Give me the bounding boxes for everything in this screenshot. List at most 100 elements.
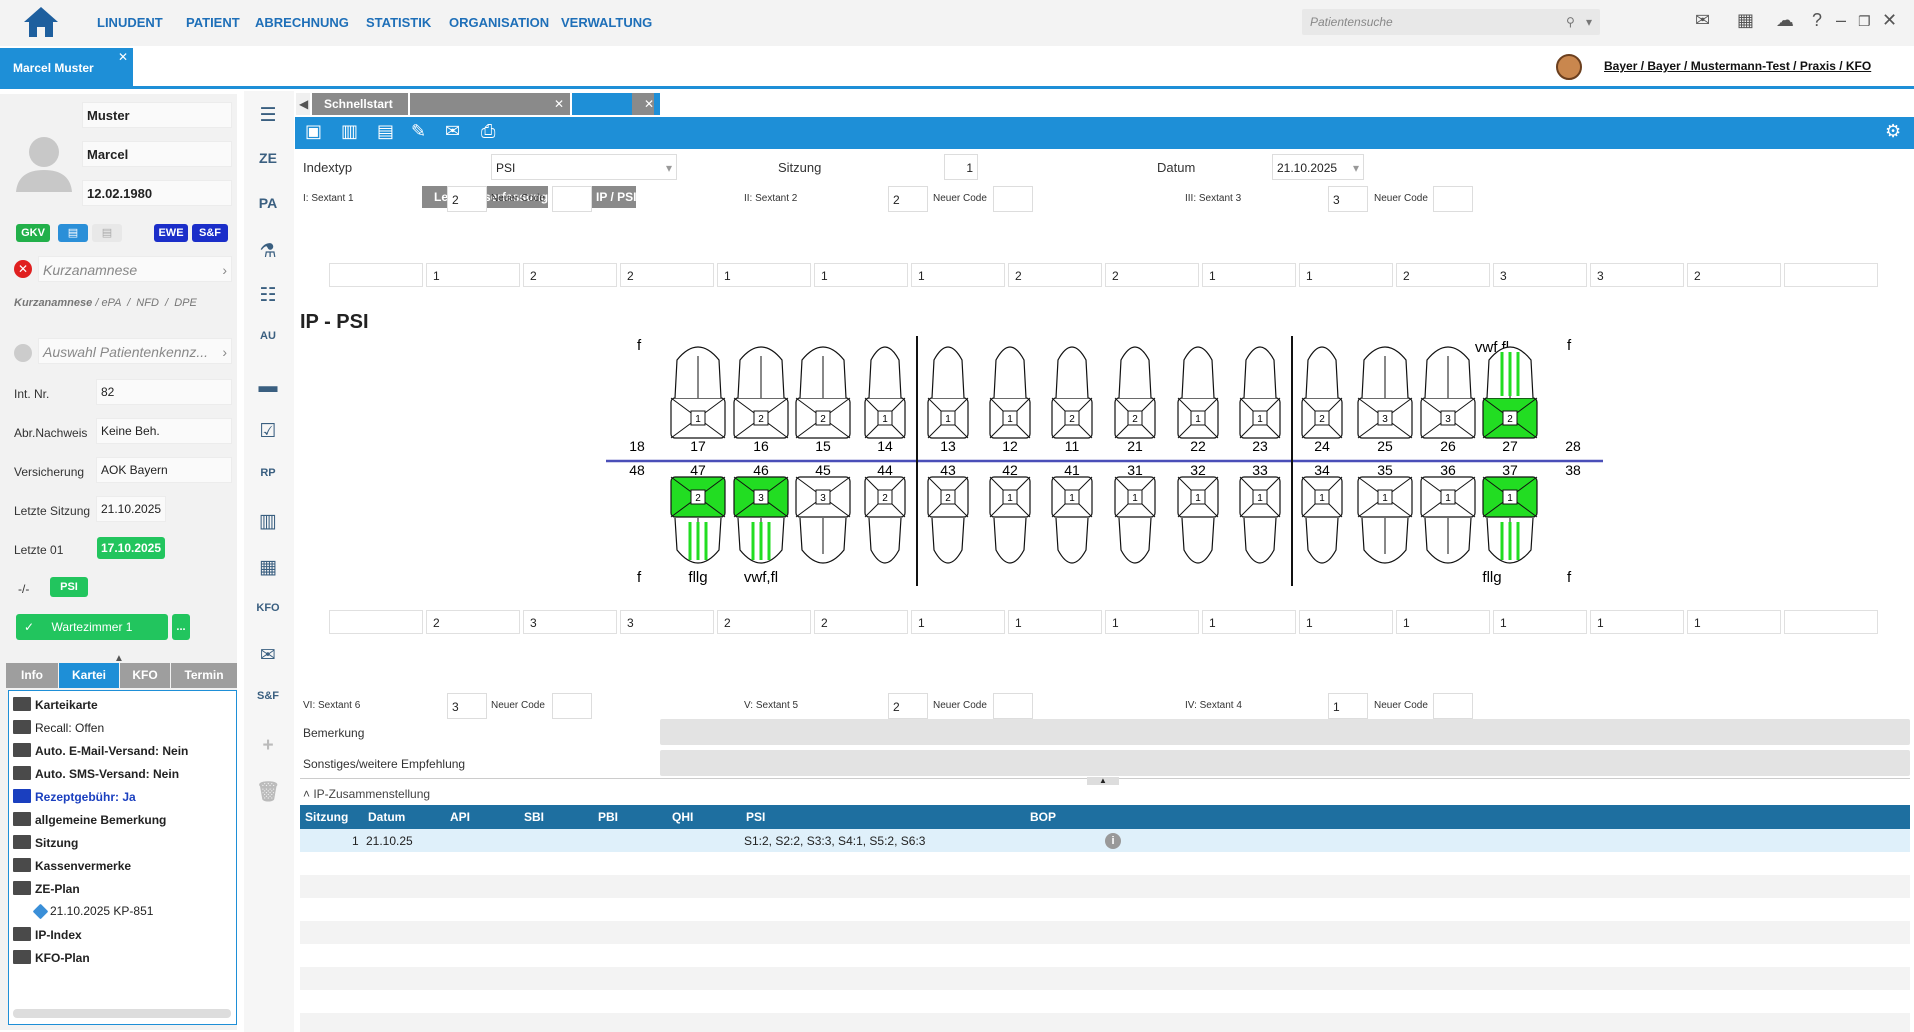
table-row[interactable] — [300, 921, 1910, 944]
sextant-6-field[interactable]: 3 — [447, 693, 487, 719]
save-icon[interactable]: ▣ — [305, 121, 323, 141]
psi-value-cell[interactable]: 2 — [1687, 263, 1781, 287]
auswahl-field[interactable]: Auswahl Patientenkennz... › — [38, 338, 232, 364]
psi-value-cell[interactable]: 1 — [1202, 263, 1296, 287]
col-datum[interactable]: Datum — [368, 810, 406, 824]
tooth-28[interactable]: 28 — [1565, 438, 1581, 454]
sf-icon[interactable]: S&F — [257, 690, 279, 702]
mail-icon[interactable]: ✉ — [1695, 10, 1711, 30]
close-icon[interactable]: ✕ — [541, 93, 564, 115]
tab-termin[interactable]: Termin — [171, 663, 237, 688]
sitzung-field[interactable]: 1 — [944, 154, 978, 180]
mail-icon[interactable]: ✉ — [445, 121, 461, 141]
add-icon[interactable]: + — [262, 735, 274, 756]
table-row[interactable] — [300, 1013, 1910, 1032]
psi-value-cell[interactable]: 2 — [717, 610, 811, 634]
tooth-31[interactable]: 31 1 — [1114, 462, 1156, 564]
tooth-46[interactable]: 46 3 — [733, 462, 789, 564]
patient-search-input[interactable]: Patientensuche ⚲ ▾ — [1302, 9, 1600, 35]
contact-icon[interactable]: ☷ — [259, 285, 277, 306]
tooth-42[interactable]: 42 1 — [989, 462, 1031, 564]
sextant-4-field[interactable]: 1 — [1328, 693, 1368, 719]
psi-value-cell[interactable]: 1 — [1493, 610, 1587, 634]
table-row[interactable] — [300, 944, 1910, 967]
practice-link[interactable]: Bayer / Bayer / Mustermann-Test / Praxis… — [1604, 59, 1872, 73]
psi-value-cell[interactable] — [329, 610, 423, 634]
psi-value-cell[interactable]: 1 — [717, 263, 811, 287]
link-epa[interactable]: ePA — [101, 297, 122, 309]
tree-item[interactable]: Rezeptgebühr: Ja — [9, 789, 136, 804]
tooth-26[interactable]: 26 3 — [1420, 346, 1476, 454]
tooth-27[interactable]: 27 2 — [1482, 346, 1538, 454]
tooth-41[interactable]: 41 1 — [1051, 462, 1093, 564]
tree-item[interactable]: Auto. SMS-Versand: Nein — [9, 766, 179, 781]
new-document-icon[interactable]: ▤ — [377, 121, 395, 141]
tooth-23[interactable]: 23 1 — [1239, 346, 1281, 454]
tooth-15[interactable]: 15 2 — [795, 346, 851, 454]
col-sitzung[interactable]: Sitzung — [305, 810, 349, 824]
menu-patient[interactable]: PATIENT — [186, 15, 240, 30]
tab-leistungserfassung[interactable]: Leistungserfassung ✕ — [410, 93, 570, 208]
tooth-34[interactable]: 34 1 — [1301, 462, 1343, 564]
tabs-left-icon[interactable]: ◀ — [296, 93, 310, 115]
gkv-badge[interactable]: GKV — [16, 224, 50, 242]
user-avatar[interactable] — [1556, 54, 1582, 80]
tree-item[interactable]: Auto. E-Mail-Versand: Nein — [9, 743, 188, 758]
tooth-18[interactable]: 18 — [629, 438, 645, 454]
tooth-47[interactable]: 47 2 — [670, 462, 726, 564]
tree-item[interactable]: Recall: Offen — [9, 720, 104, 735]
tooth-11[interactable]: 11 2 — [1051, 346, 1093, 454]
tooth-24[interactable]: 24 2 — [1301, 346, 1343, 454]
rp-icon[interactable]: RP — [260, 467, 276, 479]
pa-icon[interactable]: PA — [258, 195, 278, 211]
home-icon[interactable] — [22, 5, 60, 39]
psi-value-cell[interactable]: 1 — [1008, 610, 1102, 634]
psi-badge[interactable]: PSI — [50, 577, 88, 597]
neuer-code-1-field[interactable] — [552, 186, 592, 212]
tooth-37[interactable]: 37 1 — [1482, 462, 1538, 564]
neuer-code-4-field[interactable] — [1433, 693, 1473, 719]
books-icon[interactable]: ▥ — [259, 511, 277, 532]
lab-icon[interactable]: ⚗ — [259, 241, 277, 262]
menu-organisation[interactable]: ORGANISATION — [449, 15, 550, 30]
tooth-44[interactable]: 44 2 — [864, 462, 906, 564]
psi-value-cell[interactable]: 1 — [911, 610, 1005, 634]
psi-value-cell[interactable]: 2 — [523, 263, 617, 287]
search-icon[interactable]: ⚲ — [1566, 15, 1575, 29]
psi-value-cell[interactable]: 1 — [911, 263, 1005, 287]
sextant-2-field[interactable]: 2 — [888, 186, 928, 212]
print-icon[interactable]: ⎙ — [481, 121, 496, 141]
table-row[interactable]: 1 21.10.25 S1:2, S2:2, S3:3, S4:1, S5:2,… — [300, 829, 1910, 852]
int-nr-field[interactable]: 82 — [96, 379, 232, 405]
psi-value-cell[interactable]: 1 — [1202, 610, 1296, 634]
menu-verwaltung[interactable]: VERWALTUNG — [561, 15, 653, 30]
tooth-43[interactable]: 43 2 — [927, 462, 969, 564]
psi-value-cell[interactable] — [1784, 263, 1878, 287]
tooth-32[interactable]: 32 1 — [1177, 462, 1219, 564]
psi-value-cell[interactable]: 1 — [1299, 610, 1393, 634]
firstname-field[interactable]: Marcel — [82, 141, 232, 167]
neuer-code-5-field[interactable] — [993, 693, 1033, 719]
folder-icon[interactable]: ▬ — [258, 376, 278, 397]
menu-statistik[interactable]: STATISTIK — [366, 15, 432, 30]
psi-value-cell[interactable]: 2 — [1105, 263, 1199, 287]
col-sbi[interactable]: SBI — [524, 810, 545, 824]
psi-value-cell[interactable]: 1 — [1590, 610, 1684, 634]
kfo-icon[interactable]: KFO — [256, 602, 280, 614]
tooth-33[interactable]: 33 1 — [1239, 462, 1281, 564]
tooth-17[interactable]: 17 1 — [670, 346, 726, 454]
psi-value-cell[interactable]: 1 — [814, 263, 908, 287]
kurzanamnese-field[interactable]: Kurzanamnese › — [38, 256, 232, 282]
tab-ip-psi[interactable]: IP / PSI ✕ — [572, 93, 660, 208]
psi-value-cell[interactable]: 1 — [1687, 610, 1781, 634]
mail-icon[interactable]: ✉ — [260, 645, 276, 666]
document-icon[interactable]: ▤ — [92, 224, 122, 242]
letzte-01-badge[interactable]: 17.10.2025 — [97, 537, 165, 559]
psi-value-cell[interactable]: 2 — [620, 263, 714, 287]
psi-value-cell[interactable]: 2 — [426, 610, 520, 634]
tooth-35[interactable]: 35 1 — [1357, 462, 1413, 564]
psi-value-cell[interactable]: 3 — [523, 610, 617, 634]
psi-value-cell[interactable]: 2 — [1008, 263, 1102, 287]
tree-item[interactable]: ZE-Plan — [9, 881, 80, 896]
datum-field[interactable]: 21.10.2025 ▾ — [1272, 154, 1364, 180]
